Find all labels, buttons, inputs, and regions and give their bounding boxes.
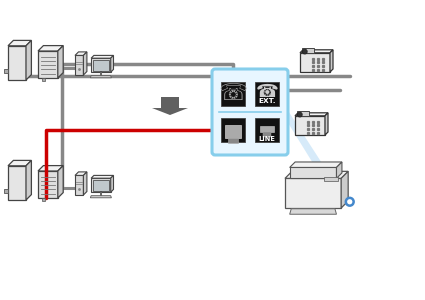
Polygon shape — [341, 171, 348, 208]
Polygon shape — [91, 178, 110, 192]
Polygon shape — [337, 199, 348, 205]
Polygon shape — [337, 162, 342, 178]
Polygon shape — [38, 166, 63, 171]
Polygon shape — [300, 50, 333, 53]
Polygon shape — [263, 132, 271, 137]
Text: ☏: ☏ — [218, 82, 248, 105]
Polygon shape — [93, 180, 109, 191]
Polygon shape — [285, 171, 348, 178]
Polygon shape — [91, 58, 110, 72]
Polygon shape — [330, 50, 333, 72]
Polygon shape — [58, 166, 63, 198]
Polygon shape — [302, 48, 314, 53]
Polygon shape — [255, 82, 279, 106]
Polygon shape — [325, 113, 328, 135]
Polygon shape — [8, 166, 26, 200]
Polygon shape — [91, 176, 113, 178]
Polygon shape — [290, 162, 342, 167]
Polygon shape — [110, 56, 113, 72]
Polygon shape — [285, 178, 341, 208]
Polygon shape — [295, 113, 328, 116]
Polygon shape — [221, 82, 245, 106]
Text: ☎: ☎ — [255, 83, 278, 101]
Polygon shape — [300, 53, 330, 72]
Circle shape — [303, 49, 307, 54]
Polygon shape — [221, 118, 245, 142]
Polygon shape — [38, 51, 58, 78]
Polygon shape — [75, 176, 83, 195]
Text: LINE: LINE — [258, 136, 275, 142]
Polygon shape — [38, 46, 63, 51]
Polygon shape — [295, 116, 325, 135]
Polygon shape — [58, 46, 63, 78]
Polygon shape — [38, 171, 58, 198]
Polygon shape — [4, 69, 8, 73]
Polygon shape — [75, 56, 83, 75]
Polygon shape — [110, 176, 113, 192]
Polygon shape — [260, 126, 274, 132]
Polygon shape — [297, 111, 309, 116]
Polygon shape — [42, 198, 45, 201]
Polygon shape — [4, 189, 8, 193]
Polygon shape — [152, 97, 188, 115]
FancyBboxPatch shape — [212, 69, 288, 155]
Polygon shape — [91, 76, 111, 78]
Polygon shape — [75, 52, 87, 56]
Polygon shape — [93, 60, 109, 71]
Polygon shape — [285, 106, 342, 210]
Polygon shape — [8, 46, 26, 80]
Polygon shape — [83, 52, 87, 75]
Polygon shape — [324, 177, 338, 182]
Polygon shape — [8, 40, 31, 46]
Circle shape — [298, 112, 302, 117]
Polygon shape — [228, 138, 238, 143]
Polygon shape — [290, 167, 337, 178]
Polygon shape — [26, 160, 31, 200]
Polygon shape — [255, 118, 279, 142]
Polygon shape — [75, 172, 87, 175]
Polygon shape — [225, 125, 241, 138]
Text: EXT.: EXT. — [258, 98, 276, 104]
Polygon shape — [8, 160, 31, 166]
Circle shape — [346, 198, 354, 206]
Polygon shape — [83, 172, 87, 195]
Polygon shape — [290, 209, 337, 214]
Polygon shape — [91, 196, 111, 198]
Polygon shape — [91, 56, 113, 58]
Polygon shape — [26, 40, 31, 80]
Polygon shape — [42, 78, 45, 81]
